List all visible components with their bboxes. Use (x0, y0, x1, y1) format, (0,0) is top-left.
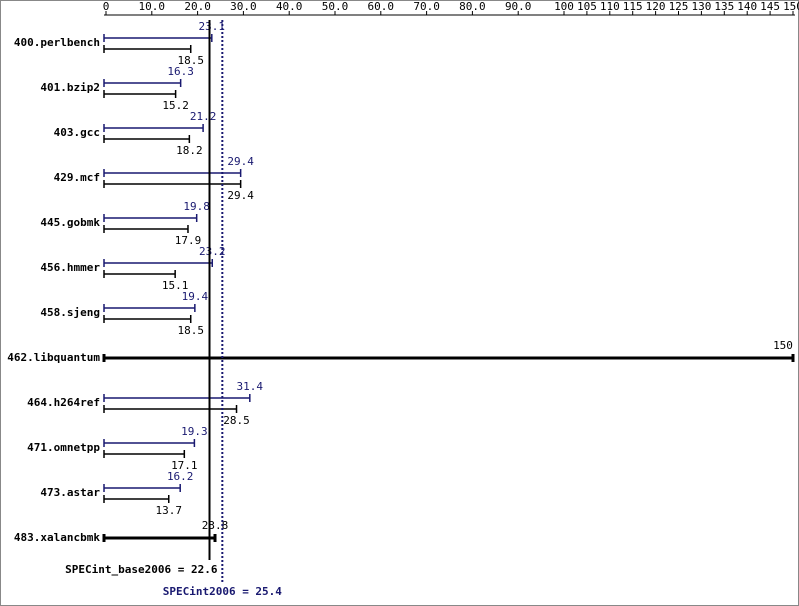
category-label: 473.astar (40, 486, 100, 499)
bar (103, 124, 204, 132)
bar (103, 225, 189, 233)
x-tick-label: 20.0 (184, 0, 211, 13)
x-tick-label: 125 (669, 0, 689, 13)
value-label: 16.3 (167, 65, 194, 78)
value-label: 17.9 (175, 234, 202, 247)
value-label: 15.2 (162, 99, 189, 112)
x-tick-label: 120 (646, 0, 666, 13)
value-label: 31.4 (237, 380, 264, 393)
bar (103, 394, 251, 402)
x-tick-label: 60.0 (368, 0, 395, 13)
reference-label: SPECint_base2006 = 22.6 (65, 563, 218, 576)
bar (103, 484, 181, 492)
bar (103, 259, 214, 267)
value-label: 28.5 (223, 414, 250, 427)
x-tick-label: 115 (623, 0, 643, 13)
bar (103, 495, 170, 503)
value-label: 29.4 (227, 189, 254, 202)
bar (103, 315, 192, 323)
x-tick-label: 30.0 (230, 0, 257, 13)
x-tick-label: 80.0 (459, 0, 486, 13)
category-label: 483.xalancbmk (14, 531, 100, 544)
category-label: 458.sjeng (40, 306, 100, 319)
bar (103, 439, 196, 447)
value-label: 17.1 (171, 459, 198, 472)
x-tick-label: 140 (737, 0, 757, 13)
x-tick-label: 145 (760, 0, 780, 13)
bar (103, 79, 182, 87)
category-label: 445.gobmk (40, 216, 100, 229)
x-tick-label: 40.0 (276, 0, 303, 13)
value-label: 18.5 (177, 324, 204, 337)
bar (103, 135, 191, 143)
bar (103, 450, 186, 458)
value-label: 29.4 (227, 155, 254, 168)
x-tick-label: 90.0 (505, 0, 532, 13)
value-label: 23.2 (199, 245, 226, 258)
value-label: 13.7 (155, 504, 182, 517)
x-tick-label: 135 (714, 0, 734, 13)
bar (103, 90, 177, 98)
bar (103, 180, 242, 188)
value-label: 23.8 (202, 519, 229, 532)
value-label: 19.8 (183, 200, 210, 213)
category-label: 401.bzip2 (40, 81, 100, 94)
bar (102, 534, 217, 542)
value-label: 15.1 (162, 279, 189, 292)
bar (102, 354, 795, 362)
value-label: 18.2 (176, 144, 203, 157)
x-tick-label: 110 (600, 0, 620, 13)
category-label: 456.hmmer (40, 261, 100, 274)
category-label: 429.mcf (54, 171, 100, 184)
category-label: 403.gcc (54, 126, 100, 139)
reference-label: SPECint2006 = 25.4 (163, 585, 283, 598)
category-label: 471.omnetpp (27, 441, 100, 454)
bar (103, 45, 192, 53)
value-label: 23.1 (199, 20, 226, 33)
bar (103, 34, 213, 42)
x-tick-label: 70.0 (413, 0, 440, 13)
x-tick-label: 0 (103, 0, 110, 13)
value-label: 150 (773, 339, 793, 352)
x-tick-label: 130 (691, 0, 711, 13)
bar (103, 169, 242, 177)
bar (103, 270, 176, 278)
value-label: 21.2 (190, 110, 217, 123)
x-tick-label: 50.0 (322, 0, 349, 13)
x-tick-label: 10.0 (139, 0, 166, 13)
value-label: 18.5 (177, 54, 204, 67)
value-label: 19.4 (182, 290, 209, 303)
category-label: 464.h264ref (27, 396, 100, 409)
category-label: 400.perlbench (14, 36, 100, 49)
bar (103, 405, 238, 413)
value-label: 19.3 (181, 425, 208, 438)
x-tick-label: 100 (554, 0, 574, 13)
bar (103, 304, 196, 312)
x-tick-label: 105 (577, 0, 597, 13)
bar (103, 214, 198, 222)
x-tick-label: 150 (783, 0, 799, 13)
category-label: 462.libquantum (7, 351, 100, 364)
value-label: 16.2 (167, 470, 194, 483)
